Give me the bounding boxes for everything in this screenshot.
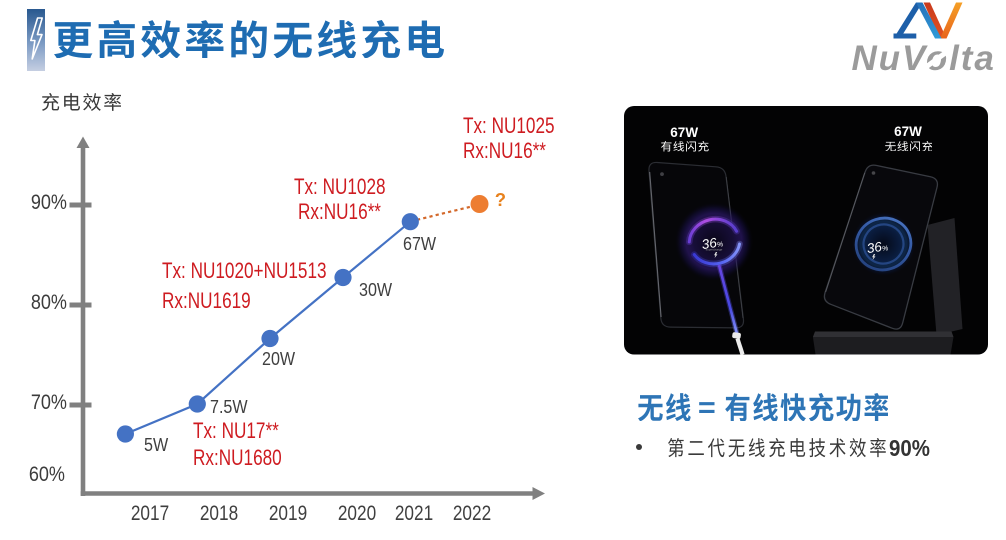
svg-text:supercharge: supercharge — [705, 248, 722, 252]
